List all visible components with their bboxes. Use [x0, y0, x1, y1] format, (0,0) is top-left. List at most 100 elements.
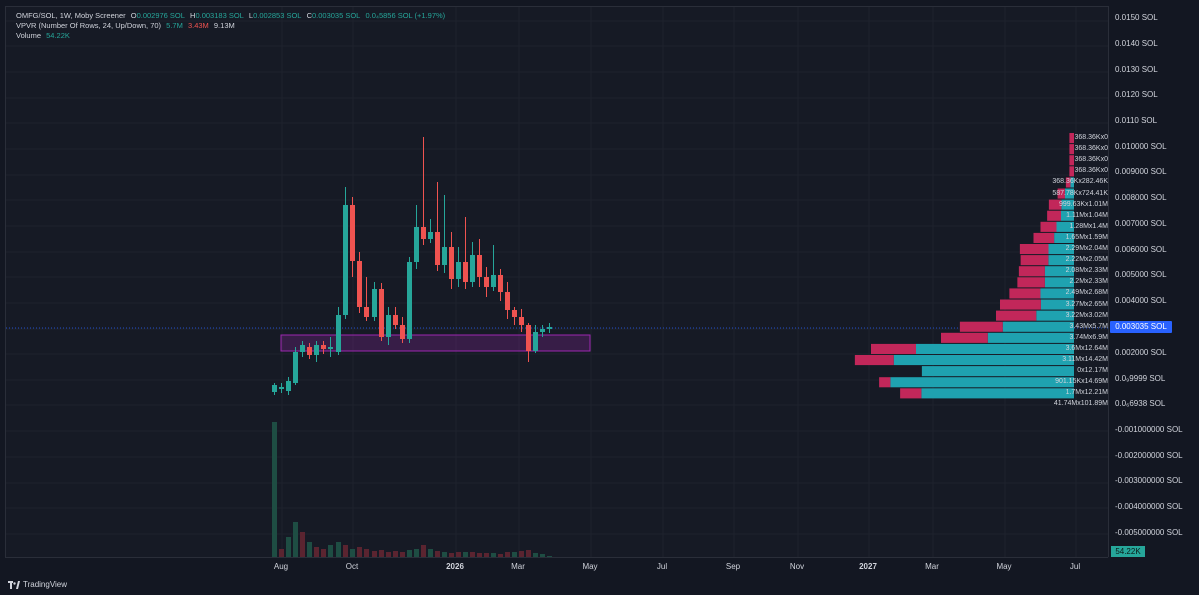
candle-body: [307, 347, 312, 355]
vpvr-down-bar: [1033, 232, 1055, 243]
volume-bar: [336, 542, 341, 557]
vpvr-down-bar: [1040, 221, 1057, 232]
volume-bar: [449, 553, 454, 557]
candle-body: [286, 381, 291, 391]
candle-body: [456, 262, 461, 279]
vpvr-row-label: 1.65Mx1.59M: [1065, 233, 1108, 241]
price-tick: 0.0₉9999 SOL: [1115, 374, 1166, 383]
price-tick: 0.004000 SOL: [1115, 296, 1167, 305]
chart-pane[interactable]: OMFG/SOL, 1W, Moby Screener O0.002976 SO…: [5, 6, 1109, 558]
vpvr-row-label: 3.22Mx3.02M: [1065, 311, 1108, 319]
volume-bar: [463, 552, 468, 557]
price-axis[interactable]: 0.0150 SOL 0.0140 SOL 0.0130 SOL 0.0120 …: [1108, 6, 1199, 557]
volume-bar: [484, 553, 489, 557]
time-tick: Nov: [789, 562, 805, 571]
price-tick: 0.008000 SOL: [1115, 193, 1167, 202]
close-value: 0.003035 SOL: [311, 11, 361, 20]
time-tick: Mar: [925, 562, 939, 571]
vpvr-down-bar: [1069, 155, 1074, 166]
vpvr-up-bar: [1064, 188, 1074, 199]
candle-body: [512, 310, 517, 317]
candle-body: [379, 289, 384, 337]
price-tick: 0.0110 SOL: [1115, 116, 1158, 125]
volume-bar: [435, 551, 440, 557]
time-tick: Jul: [656, 562, 668, 571]
price-tick: 0.005000 SOL: [1115, 270, 1167, 279]
vpvr-row-label: 368.36Kx0: [1074, 156, 1108, 164]
volume-value: 54.22K: [46, 31, 70, 40]
symbol-legend[interactable]: OMFG/SOL, 1W, Moby Screener O0.002976 SO…: [16, 11, 448, 21]
vpvr-row-label: 0x12.17M: [1077, 367, 1108, 375]
volume-bar: [386, 552, 391, 557]
candle-body: [421, 227, 426, 239]
vpvr-up-bar: [893, 355, 1074, 366]
volume-bar: [286, 537, 291, 557]
vpvr-up-bar: [921, 388, 1074, 399]
candle-body: [328, 347, 333, 349]
vpvr-up-bar: [1048, 255, 1074, 266]
vpvr-up-bar: [1002, 321, 1074, 332]
vpvr-down-bar: [1065, 177, 1071, 188]
time-axis[interactable]: Aug Oct 2026 Mar May Jul Sep Nov 2027 Ma…: [5, 557, 1108, 576]
volume-bar: [491, 553, 496, 557]
vpvr-down-bar: [1000, 299, 1041, 310]
volume-bar: [428, 549, 433, 557]
candle-body: [463, 262, 468, 282]
vpvr-up-bar: [1054, 232, 1074, 243]
candle-body: [533, 332, 538, 351]
open-value: 0.002976 SOL: [136, 11, 185, 20]
price-chart[interactable]: [6, 7, 1109, 558]
volume-legend[interactable]: Volume 54.22K: [16, 31, 73, 41]
vpvr-row-label: 368.36Kx282.46K: [1052, 178, 1108, 186]
price-tick: 0.0130 SOL: [1115, 65, 1158, 74]
candle-body: [364, 307, 369, 317]
vpvr-up-bar: [1040, 288, 1074, 299]
volume-bar: [400, 552, 405, 557]
volume-bar: [307, 542, 312, 557]
candle-body: [442, 247, 447, 265]
time-tick: Oct: [345, 562, 359, 571]
vpvr-row-label: 41.74Mx101.89M: [1053, 400, 1108, 408]
volume-bar: [547, 556, 552, 557]
vpvr-row-label: 2.2Mx2.33M: [1069, 278, 1108, 286]
vpvr-row-label: 3.74Mx6.9M: [1069, 333, 1108, 341]
vpvr-down-bar: [941, 332, 988, 343]
footer: TradingView: [0, 576, 1199, 595]
high-label: H: [190, 11, 196, 20]
volume-bar: [357, 547, 362, 557]
vpvr-row-label: 587.78Kx724.41K: [1052, 189, 1108, 197]
vpvr-down-bar: [1069, 133, 1074, 144]
vpvr-up-bar: [1056, 221, 1074, 232]
vpvr-up-bar: [890, 377, 1074, 388]
candle-body: [526, 325, 531, 351]
brand-name: TradingView: [23, 580, 68, 589]
vpvr-down-bar: [1018, 266, 1045, 277]
vpvr-legend[interactable]: VPVR (Number Of Rows, 24, Up/Down, 70) 5…: [16, 21, 238, 31]
vpvr-up-bar: [987, 332, 1074, 343]
candle-body: [393, 315, 398, 325]
candle-body: [314, 345, 319, 355]
vpvr-total-value: 9.13M: [213, 21, 235, 30]
candle-body: [279, 387, 284, 389]
vpvr-down-bar: [1009, 288, 1041, 299]
candle-body: [372, 289, 377, 317]
vpvr-down-bar: [1057, 188, 1065, 199]
vpvr-row-label: 3.27Mx2.65M: [1065, 300, 1108, 308]
time-tick-year: 2027: [859, 562, 877, 571]
volume-title: Volume: [16, 31, 42, 40]
price-tick: 0.0120 SOL: [1115, 90, 1158, 99]
volume-bar: [505, 552, 510, 557]
volume-bar: [477, 553, 482, 557]
candle-body: [519, 317, 524, 325]
vpvr-down-bar: [1017, 277, 1045, 288]
tradingview-logo[interactable]: TradingView: [8, 580, 67, 589]
candle-body: [470, 255, 475, 282]
price-tick: 0.0140 SOL: [1115, 39, 1158, 48]
price-tick: 0.007000 SOL: [1115, 219, 1167, 228]
vpvr-up-bar: [921, 366, 1074, 377]
vpvr-up-bar: [1048, 244, 1074, 255]
candle-body: [414, 227, 419, 262]
volume-bar: [350, 549, 355, 557]
volume-bar: [372, 551, 377, 557]
candle-body: [477, 255, 482, 277]
